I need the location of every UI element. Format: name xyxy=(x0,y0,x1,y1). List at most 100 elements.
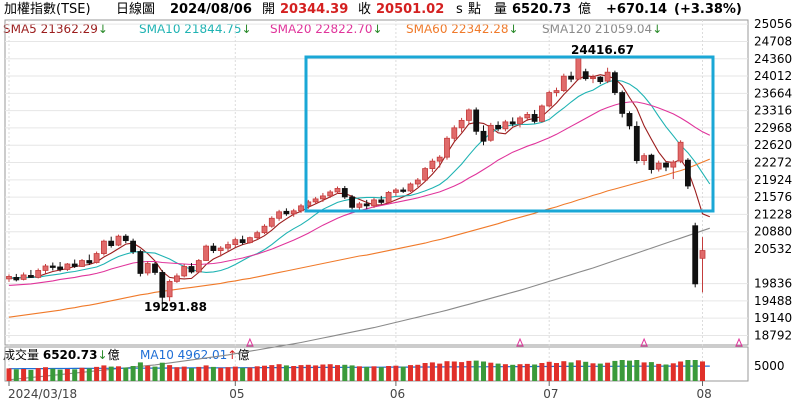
candle-body xyxy=(539,105,545,122)
axes: 25056 24708 24360 24012 23664 23316 22968 22620… xyxy=(8,17,792,401)
y-tick-label: 20880 xyxy=(754,225,792,239)
sma10-line xyxy=(8,79,711,279)
candle-body xyxy=(115,235,122,246)
y-tick-label: 24012 xyxy=(754,69,792,83)
candle-body xyxy=(400,189,407,192)
x-tick-label: 05 xyxy=(229,387,244,401)
candle-body xyxy=(298,205,304,212)
volume-bar xyxy=(575,360,581,381)
candle-body xyxy=(480,130,487,142)
period-label: 日線圖 xyxy=(116,2,156,17)
volume-bar xyxy=(386,366,392,381)
candle-body xyxy=(546,92,553,107)
volume-bar xyxy=(678,361,684,381)
candle-body xyxy=(254,232,261,239)
header-date: 2024/08/06 xyxy=(170,2,252,17)
candle-body xyxy=(290,210,297,215)
candle-body xyxy=(64,263,71,270)
volume-bar xyxy=(152,366,158,381)
candle-body xyxy=(422,168,429,181)
sma20-legend: SMA20 22822.70↓ xyxy=(270,21,383,37)
volume-legend-main: 成交量 6520.73↓億 xyxy=(3,347,120,363)
volume-bar xyxy=(393,365,399,381)
sma5-line xyxy=(8,74,711,280)
volume-bar xyxy=(101,365,107,381)
candle-body xyxy=(378,199,385,203)
candle-body xyxy=(327,191,334,197)
volume-unit: 億 xyxy=(578,2,592,17)
volume-bar xyxy=(327,364,333,381)
sma120-label: SMA120 xyxy=(542,22,592,36)
candle-body xyxy=(429,160,436,169)
volume-bar xyxy=(167,365,173,381)
volume-bar xyxy=(378,367,384,381)
candle-body xyxy=(560,75,567,91)
candle-body xyxy=(13,277,20,281)
volume-legend-label: 成交量 xyxy=(3,348,40,362)
candle-body xyxy=(334,188,341,193)
candle-body xyxy=(246,237,253,244)
candle-body xyxy=(487,124,494,141)
candle-body xyxy=(101,240,107,254)
candle-body xyxy=(495,124,502,130)
candle-body xyxy=(181,266,188,277)
sma10-label: SMA10 xyxy=(139,22,181,36)
volume-bar xyxy=(554,363,559,381)
candle-body xyxy=(553,90,560,93)
volume-bar xyxy=(276,364,282,381)
change-percent: (+3.38%) xyxy=(674,2,742,17)
sma120-legend: SMA120 21059.04↓ xyxy=(542,21,662,37)
y-tick-label: 22620 xyxy=(754,138,792,152)
volume-marker xyxy=(640,337,648,347)
volume-bar xyxy=(451,361,457,381)
volume-bar xyxy=(371,366,377,381)
volume-bar xyxy=(203,365,209,381)
volume-bar xyxy=(335,365,340,381)
y-tick-label: 23664 xyxy=(754,86,792,100)
volume-ma-legend: MA10 4962.01↑億 xyxy=(140,347,249,363)
volume-bar xyxy=(692,360,698,381)
volume-bar xyxy=(13,369,19,381)
candle-body xyxy=(166,280,173,298)
volume-bar xyxy=(64,369,70,381)
volume-bar xyxy=(189,368,194,381)
sma120-arrow: ↓ xyxy=(652,22,663,36)
volume-marker xyxy=(735,337,743,347)
volume-bar xyxy=(79,367,85,381)
volume-bar xyxy=(510,364,516,381)
volume-bar xyxy=(218,367,224,381)
volume-bar xyxy=(137,362,143,381)
candle-body xyxy=(575,57,582,80)
sma5-arrow: ↓ xyxy=(97,22,108,36)
volume-bar xyxy=(6,368,12,381)
candle-body xyxy=(210,245,217,251)
sma5-label: SMA5 xyxy=(3,22,37,36)
volume-bar xyxy=(86,368,92,381)
volume-bar xyxy=(364,366,370,381)
volume-bar xyxy=(28,369,34,381)
sma10-arrow: ↓ xyxy=(241,22,252,36)
sma60-line xyxy=(8,158,711,318)
sma10-value: 21844.75 xyxy=(184,22,242,36)
candle-body xyxy=(27,275,34,278)
candle-body xyxy=(392,189,399,193)
volume-bar xyxy=(240,367,246,381)
volume-bar xyxy=(196,366,202,381)
volume-bar xyxy=(72,369,78,381)
candle-body xyxy=(648,154,655,170)
candle-body xyxy=(465,109,472,121)
volume-bar xyxy=(35,368,41,381)
y-tick-label: 21228 xyxy=(754,207,792,221)
candle-body xyxy=(531,114,538,122)
candle-body xyxy=(363,203,370,207)
sma20-arrow: ↓ xyxy=(372,22,383,36)
low-annotation: 19291.88 xyxy=(144,300,207,314)
volume-bars xyxy=(6,337,743,381)
candle-body xyxy=(276,211,283,219)
candle-body xyxy=(93,253,100,263)
volume-bar xyxy=(21,369,27,381)
volume-bar xyxy=(670,363,676,381)
volume-value: 6520.73 xyxy=(512,2,572,17)
sma120-value: 21059.04 xyxy=(594,22,653,36)
